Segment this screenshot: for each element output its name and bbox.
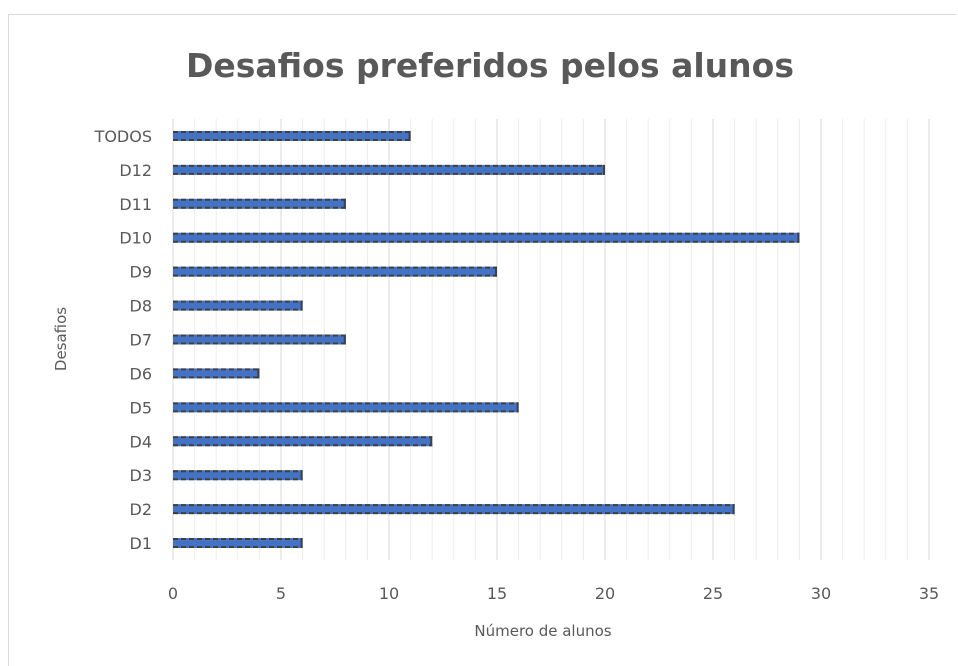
bar — [173, 164, 605, 175]
y-tick-label: D12 — [119, 161, 152, 180]
chart-frame — [8, 14, 956, 666]
bar-fill — [173, 504, 735, 515]
bar — [173, 538, 303, 549]
y-tick-label: TODOS — [94, 127, 152, 146]
y-tick-label: D10 — [119, 229, 152, 248]
chart-title: Desafios preferidos pelos alunos — [186, 46, 794, 85]
bar-fill — [173, 300, 303, 311]
bar-fill — [173, 266, 497, 277]
bar-fill — [173, 368, 260, 379]
y-tick-label: D8 — [130, 297, 153, 316]
bar-fill — [173, 538, 303, 549]
y-tick-label: D2 — [130, 500, 153, 519]
bar — [173, 232, 800, 243]
x-tick-label: 0 — [168, 584, 178, 603]
bar — [173, 504, 735, 515]
bar-fill — [173, 436, 433, 447]
bar-fill — [173, 470, 303, 481]
x-tick-labels: 0 5 10 15 20 25 30 35 — [168, 584, 939, 603]
x-tick-label: 25 — [703, 584, 723, 603]
y-tick-label: D9 — [130, 263, 153, 282]
y-tick-label: D5 — [130, 398, 153, 417]
bar — [173, 402, 519, 413]
y-axis-title: Desafios — [52, 307, 70, 371]
bar — [173, 266, 497, 277]
x-tick-label: 15 — [487, 584, 507, 603]
bar-fill — [173, 130, 411, 141]
y-tick-label: D7 — [130, 331, 153, 350]
x-tick-label: 5 — [276, 584, 286, 603]
y-tick-label: D4 — [130, 432, 153, 451]
y-tick-label: D11 — [119, 195, 152, 214]
y-tick-label: D3 — [130, 466, 153, 485]
bar — [173, 198, 346, 209]
bar — [173, 130, 411, 141]
bar-fill — [173, 164, 605, 175]
bar-fill — [173, 198, 346, 209]
y-tick-labels: D1 D2 D3 D4 D5 D6 D7 D8 D9 D10 D11 D12 TODOS — [94, 127, 152, 553]
bar — [173, 436, 433, 447]
bar — [173, 470, 303, 481]
bar-fill — [173, 402, 519, 413]
x-axis-title: Número de alunos — [474, 622, 611, 640]
bar-fill — [173, 232, 800, 243]
y-tick-label: D1 — [130, 534, 153, 553]
x-tick-label: 35 — [919, 584, 939, 603]
bar — [173, 300, 303, 311]
x-tick-label: 30 — [811, 584, 831, 603]
x-tick-label: 20 — [595, 584, 615, 603]
bar — [173, 334, 346, 345]
bar — [173, 368, 260, 379]
y-tick-label: D6 — [130, 364, 153, 383]
bars — [173, 130, 800, 549]
x-tick-label: 10 — [379, 584, 399, 603]
bar-fill — [173, 334, 346, 345]
